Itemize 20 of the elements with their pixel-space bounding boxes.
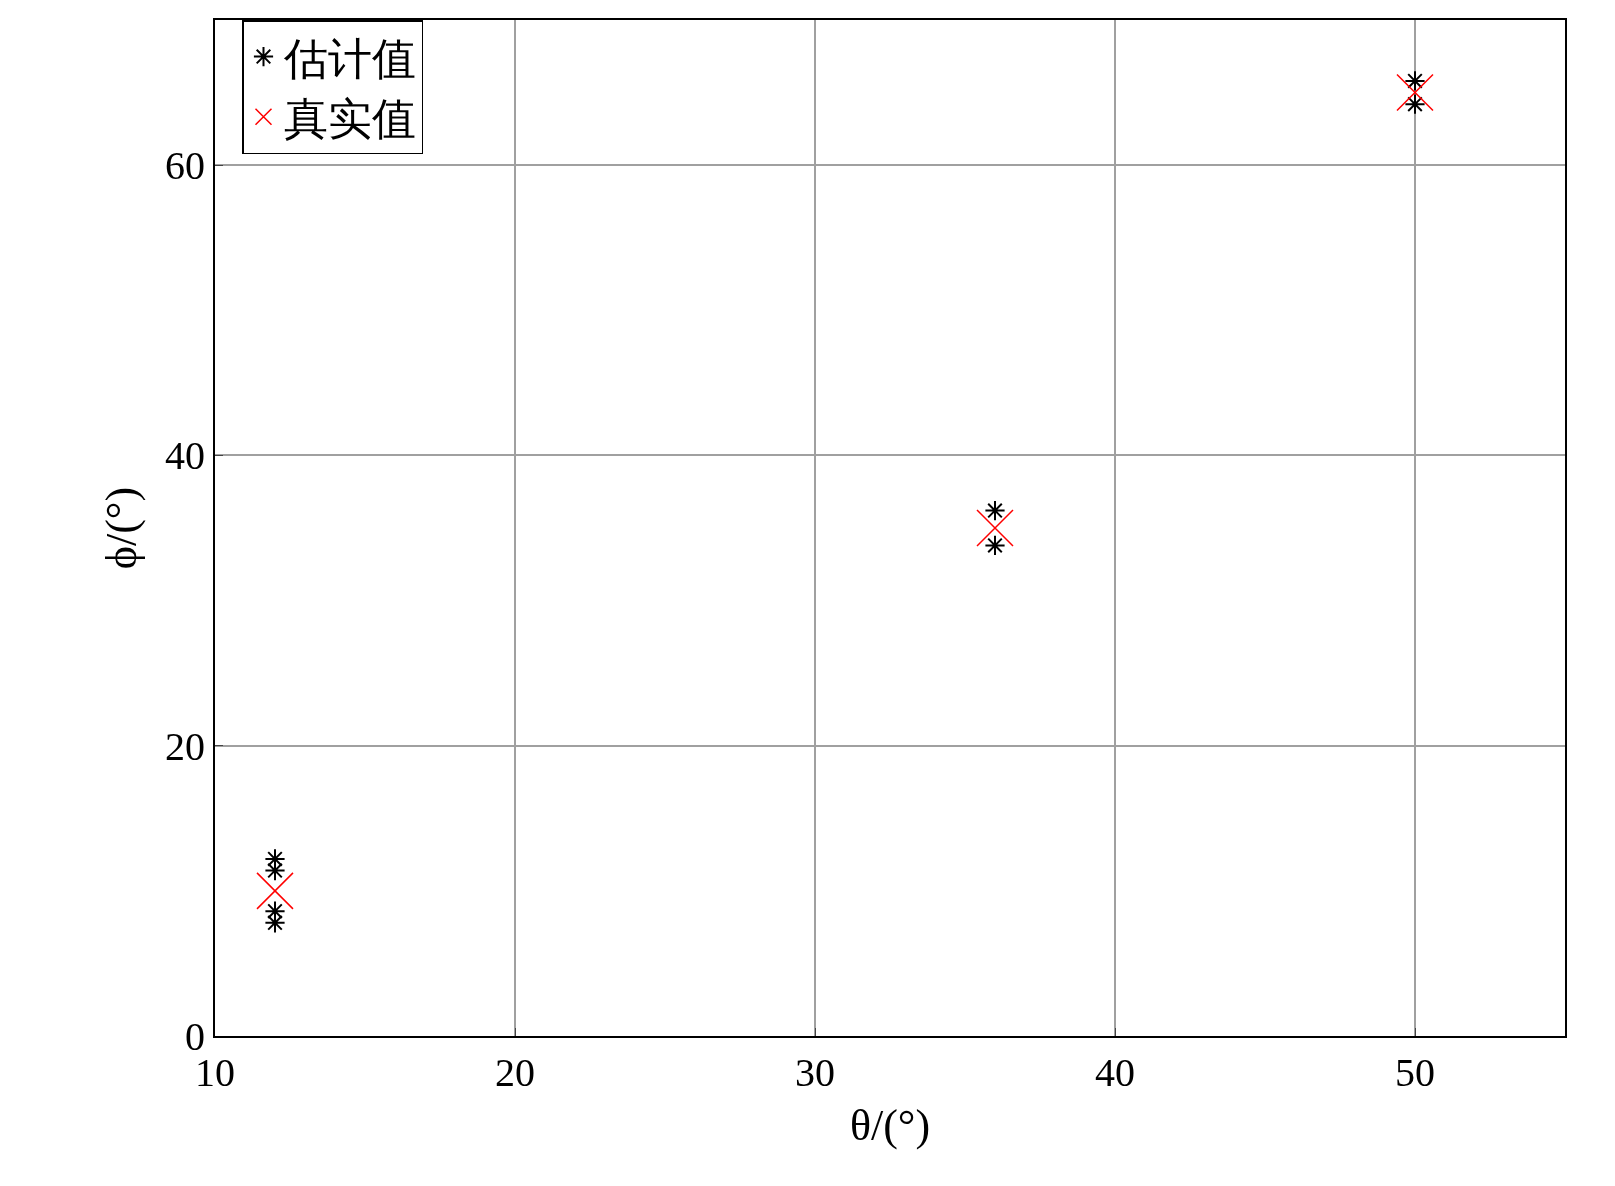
x-tick-label: 20 — [495, 1050, 535, 1095]
x-tick-label: 30 — [795, 1050, 835, 1095]
y-tick-label: 20 — [165, 723, 205, 769]
point — [1404, 70, 1426, 92]
y-axis-title: ϕ/(°) — [96, 486, 146, 570]
point — [984, 499, 1006, 522]
point — [264, 900, 286, 922]
point — [1404, 93, 1426, 115]
point — [984, 534, 1006, 557]
y-tick-label: 60 — [165, 143, 205, 189]
point — [1396, 73, 1434, 112]
x-axis-title: θ/(°) — [849, 1100, 931, 1150]
x-tick-label: 50 — [1395, 1050, 1435, 1095]
y-tick-label: 40 — [165, 433, 205, 479]
legend-label: 真实值 — [283, 94, 416, 144]
point — [264, 848, 286, 870]
x-tick-label: 40 — [1095, 1050, 1135, 1095]
point — [256, 872, 294, 910]
point — [976, 509, 1014, 547]
legend-label: 估计值 — [282, 34, 416, 84]
